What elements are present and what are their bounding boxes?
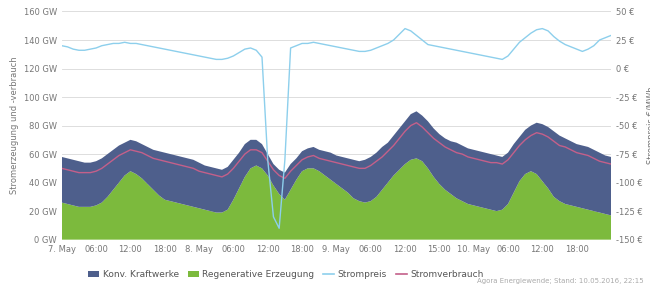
- Y-axis label: Stromerzeugung und -verbrauch: Stromerzeugung und -verbrauch: [10, 57, 20, 194]
- Y-axis label: Strompreis €/MWh: Strompreis €/MWh: [647, 87, 650, 164]
- Text: Agora Energiewende; Stand: 10.05.2016, 22:15: Agora Energiewende; Stand: 10.05.2016, 2…: [477, 278, 644, 284]
- Legend: Konv. Kraftwerke, Regenerative Erzeugung, Strompreis, Stromverbrauch: Konv. Kraftwerke, Regenerative Erzeugung…: [84, 266, 488, 282]
